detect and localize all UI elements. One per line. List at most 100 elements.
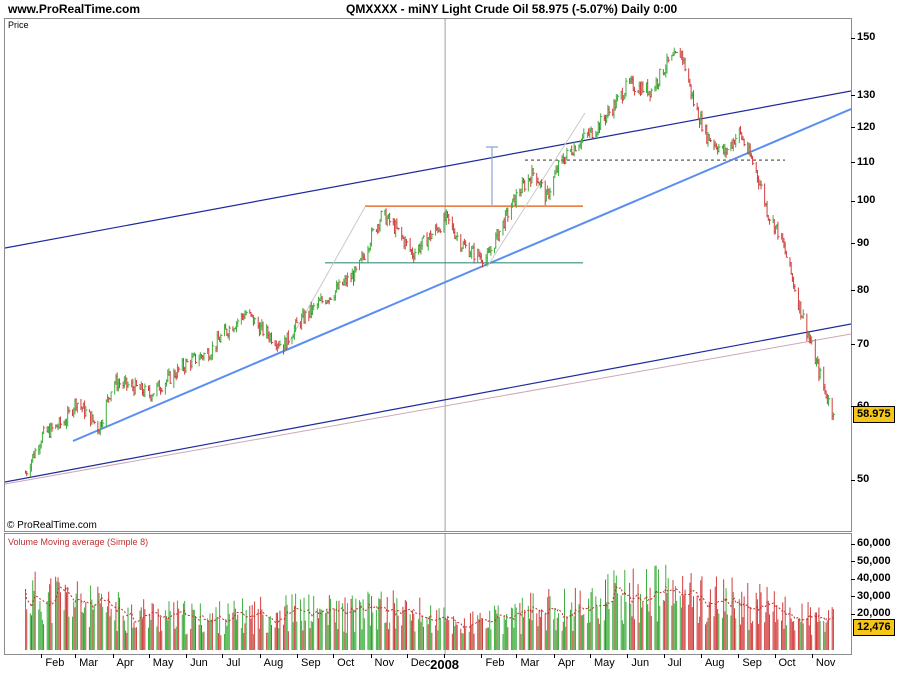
price-axis-tick: [851, 479, 855, 481]
x-axis-tick: [370, 654, 372, 658]
price-bar: [693, 90, 696, 107]
volume-axis-tick: [851, 613, 855, 615]
price-bar: [406, 239, 409, 246]
price-bar: [330, 297, 333, 301]
x-axis-label: Jun: [631, 657, 650, 669]
x-axis-tick: [700, 654, 702, 658]
x-axis-tick: [186, 654, 188, 658]
price-bar: [102, 419, 105, 428]
price-bar: [766, 200, 769, 218]
price-bar: [85, 405, 88, 417]
price-bar: [527, 174, 530, 192]
x-axis-label: 2008: [430, 657, 460, 672]
price-bar: [448, 214, 451, 225]
price-bar: [439, 228, 442, 234]
price-bar: [43, 425, 46, 435]
site-link[interactable]: www.ProRealTime.com: [8, 2, 141, 16]
price-bar: [735, 134, 738, 148]
x-axis-tick: [774, 654, 776, 658]
price-axis-tick: [851, 344, 855, 346]
price-bar: [110, 391, 113, 402]
price-bar: [178, 366, 181, 373]
price-bar: [811, 336, 814, 345]
copyright-text: © ProRealTime.com: [7, 520, 97, 531]
price-bar: [195, 353, 198, 365]
price-bar: [600, 113, 603, 130]
volume-axis-label: 40,000: [857, 572, 891, 585]
volume-panel-label: Volume Moving average (Simple 8): [8, 537, 149, 547]
price-bar: [346, 272, 350, 288]
price-bar: [785, 250, 788, 258]
price-bar: [828, 394, 831, 407]
volume-axis-label: 30,000: [857, 589, 891, 602]
price-bar: [701, 110, 704, 132]
price-bar: [26, 471, 29, 477]
price-bar: [583, 128, 586, 139]
price-bar: [760, 180, 763, 190]
price-bar: [363, 253, 366, 261]
last-volume-badge: 12,476: [853, 619, 895, 637]
volume-axis-label: 20,000: [857, 607, 891, 620]
price-bar: [498, 230, 501, 242]
x-axis-tick: [297, 654, 298, 658]
price-bar: [76, 402, 79, 413]
price-axis-label: 120: [857, 120, 876, 133]
price-bar: [768, 218, 772, 225]
price-bar: [144, 383, 147, 398]
price-bar: [532, 167, 535, 177]
x-axis-label: Jun: [190, 657, 208, 669]
fan-line: [486, 112, 586, 268]
x-axis-label: Apr: [116, 657, 134, 669]
volume-bars: [24, 564, 834, 650]
volume-axis-tick: [851, 596, 855, 598]
price-axis-label: 90: [857, 236, 870, 249]
price-axis-tick: [851, 95, 855, 97]
channel-upper-line: [4, 90, 852, 249]
x-axis-label: Nov: [815, 657, 836, 669]
price-panel[interactable]: Price © ProRealTime.com: [4, 18, 852, 532]
price-bar: [68, 407, 71, 414]
price-axis-tick: [851, 290, 855, 292]
price-bar: [355, 266, 358, 273]
price-bar: [431, 233, 434, 239]
x-axis-tick: [481, 654, 483, 658]
price-bar: [262, 321, 265, 337]
price-bar: [397, 227, 400, 231]
x-axis-label: May: [152, 657, 174, 669]
price-bar: [549, 187, 552, 201]
price-bar: [790, 262, 793, 275]
price-bar: [105, 399, 108, 428]
price-bar: [676, 51, 679, 53]
price-bar: [161, 388, 164, 393]
x-axis-tick: [663, 654, 665, 658]
x-axis-tick: [590, 654, 592, 658]
price-bar: [372, 227, 375, 232]
x-axis-label: Sep: [742, 657, 762, 669]
price-bar: [186, 358, 189, 363]
price-bar: [617, 94, 620, 102]
price-bar: [169, 371, 172, 384]
price-bar: [51, 422, 54, 432]
price-bar: [237, 318, 240, 328]
price-bar: [819, 367, 822, 380]
price-bar: [313, 303, 316, 311]
price-bar: [421, 237, 424, 250]
volume-axis-tick: [851, 561, 855, 563]
volume-axis-label: 60,000: [857, 537, 891, 550]
price-bar: [220, 333, 223, 344]
price-bar: [473, 242, 476, 264]
measure-bracket: [486, 146, 498, 205]
volume-chart: [24, 534, 834, 654]
price-bar: [338, 279, 341, 290]
price-bar: [726, 147, 729, 155]
x-axis-label: Feb: [485, 657, 505, 669]
price-bar: [414, 248, 417, 261]
price-bar: [225, 323, 228, 330]
volume-panel[interactable]: Volume Moving average (Simple 8): [4, 533, 852, 655]
price-axis-tick: [851, 200, 855, 202]
price-bar: [752, 155, 755, 166]
x-axis-tick: [444, 654, 446, 658]
price-bar: [666, 53, 669, 74]
fan-line: [283, 206, 366, 352]
chart-title: QMXXXX - miNY Light Crude Oil 58.975 (-5…: [346, 2, 678, 16]
